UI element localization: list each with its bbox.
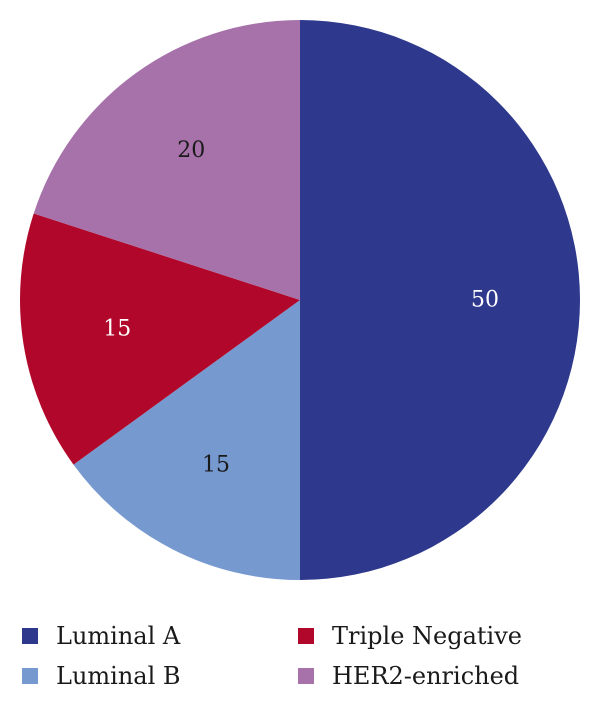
legend-swatch-luminal-b	[22, 668, 38, 684]
legend-label-luminal-b: Luminal B	[56, 662, 181, 690]
legend-label-her2-enriched: HER2-enriched	[332, 662, 520, 690]
legend-label-luminal-a: Luminal A	[56, 622, 181, 650]
data-label-luminal-b: 15	[202, 452, 230, 477]
legend-item-luminal-b: Luminal B	[22, 656, 181, 696]
legend-label-triple-negative: Triple Negative	[332, 622, 522, 650]
chart-legend: Luminal A Triple Negative Luminal B HER2…	[0, 612, 600, 702]
pie-data-labels: 50 15 15 20	[103, 138, 499, 477]
legend-swatch-triple-negative	[298, 628, 314, 644]
data-label-her2-enriched: 20	[177, 138, 205, 163]
legend-item-luminal-a: Luminal A	[22, 616, 180, 656]
data-label-luminal-a: 50	[471, 288, 499, 313]
legend-item-her2-enriched: HER2-enriched	[298, 656, 519, 696]
pie-slice-luminal-a	[300, 20, 580, 580]
pie-slice-her2-enriched	[33, 19, 301, 300]
pie-slice-luminal-b	[73, 300, 300, 580]
pie-chart-svg: 50 15 15 20	[19, 19, 580, 580]
pie-slices	[19, 19, 580, 580]
legend-swatch-luminal-a	[22, 628, 38, 644]
legend-swatch-her2-enriched	[298, 668, 314, 684]
data-label-triple-negative: 15	[103, 316, 131, 341]
legend-item-triple-negative: Triple Negative	[298, 616, 522, 656]
pie-slice-triple-negative	[19, 213, 300, 465]
